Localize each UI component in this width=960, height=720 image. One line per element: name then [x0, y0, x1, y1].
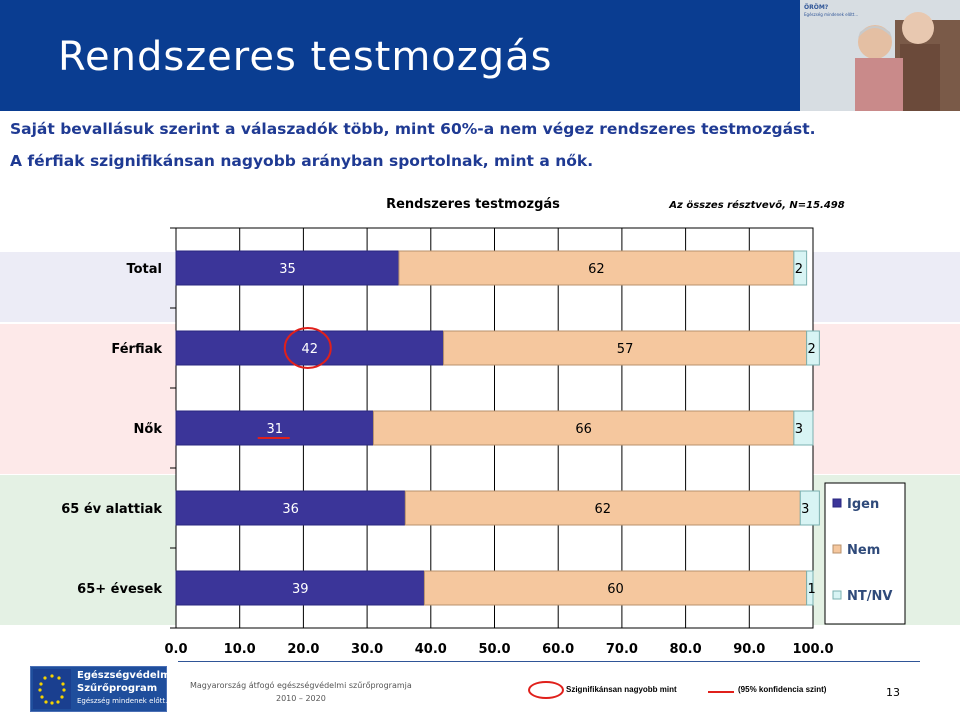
program-years: 2010 – 2020 [276, 694, 326, 703]
logo-line-2: Szűrőprogram [77, 683, 158, 694]
bar-nem [404, 490, 801, 526]
footer-divider [178, 661, 920, 662]
x-tick-label: 90.0 [733, 642, 765, 657]
significance-legend: Szignifikánsan nagyobb mint (95% konfide… [528, 681, 868, 701]
x-tick-label: 10.0 [224, 642, 256, 657]
bar-ntnv [806, 330, 820, 366]
bars [175, 250, 820, 606]
header-bar: Rendszeres testmozgás [0, 0, 800, 111]
category-label: Férfiak [111, 342, 162, 357]
header-photo: ÖRÖM? Egészség mindenek előtt... [800, 0, 960, 111]
data-label: 3 [795, 422, 803, 437]
x-tick-label: 80.0 [670, 642, 702, 657]
chart-title: Rendszeres testmozgás [386, 197, 560, 212]
legend-label: Nem [847, 543, 880, 558]
legend-label: Igen [847, 497, 879, 512]
x-tick-label: 20.0 [287, 642, 319, 657]
data-label: 60 [607, 582, 624, 597]
legend-swatch [832, 498, 842, 508]
subtitle-2: A férfiak szignifikánsan nagyobb arányba… [10, 152, 594, 170]
bar-ntnv [806, 570, 814, 606]
photo-caption: ÖRÖM? [804, 4, 829, 11]
red-circle-icon [528, 681, 564, 699]
data-label: 31 [266, 422, 283, 437]
x-tick-label: 50.0 [478, 642, 510, 657]
data-label: 62 [595, 502, 612, 517]
significance-text-2: (95% konfidencia szint) [738, 685, 827, 694]
bar-nem [398, 250, 795, 286]
data-label: 57 [617, 342, 634, 357]
data-label: 39 [292, 582, 309, 597]
category-label: 65 év alattiak [61, 502, 162, 517]
data-label: 36 [282, 502, 299, 517]
x-tick-label: 0.0 [164, 642, 187, 657]
data-label: 42 [301, 342, 318, 357]
eu-program-logo: Egészségvédelmi Szűrőprogram Egészség mi… [30, 666, 174, 712]
x-tick-label: 70.0 [606, 642, 638, 657]
elderly-couple-photo [800, 0, 960, 111]
bar-nem [423, 570, 808, 606]
bar-igen [175, 570, 425, 606]
bar-igen [175, 410, 374, 446]
x-tick-label: 30.0 [351, 642, 383, 657]
program-name: Magyarország átfogó egészségvédelmi szűr… [190, 681, 412, 690]
data-label: 62 [588, 262, 605, 277]
data-label: 66 [575, 422, 592, 437]
logo-line-1: Egészségvédelmi [77, 670, 174, 681]
bar-ntnv [793, 250, 808, 286]
data-label: 2 [807, 342, 815, 357]
bar-ntnv [799, 490, 820, 526]
bar-igen [175, 250, 400, 286]
data-label: 1 [807, 582, 815, 597]
logo-line-3: Egészség mindenek előtt... [77, 697, 172, 705]
x-tick-label: 60.0 [542, 642, 574, 657]
subtitle-1: Saját bevallásuk szerint a válaszadók tö… [10, 120, 816, 138]
data-label: 2 [795, 262, 803, 277]
legend-label: NT/NV [847, 589, 892, 604]
category-label: Total [126, 262, 162, 277]
eu-flag-icon [33, 669, 71, 709]
axes: 0.0 10.0 20.0 30.0 40.0 50.0 60.0 70.0 80.0 90.0 1… [61, 227, 834, 657]
data-labels: 35 62 2 42 57 2 31 66 3 36 62 3 39 60 1 [257, 262, 816, 597]
x-tick-label: 40.0 [415, 642, 447, 657]
data-label: 35 [279, 262, 296, 277]
legend-swatch [832, 544, 842, 554]
red-line-icon [708, 691, 734, 693]
bar-nem [372, 410, 795, 446]
photo-subcaption: Egészség mindenek előtt... [804, 12, 859, 17]
data-label: 3 [801, 502, 809, 517]
legend: Igen Nem NT/NV [824, 482, 906, 625]
significance-text-1: Szignifikánsan nagyobb mint [566, 685, 677, 694]
bar-ntnv [793, 410, 814, 446]
significance-circle [283, 327, 332, 369]
chart-note: Az összes résztvevő, N=15.498 [668, 199, 844, 211]
x-tick-label: 100.0 [792, 642, 833, 657]
category-label: 65+ évesek [77, 582, 162, 597]
legend-swatch [832, 590, 842, 600]
page-number: 13 [886, 686, 900, 699]
category-label: Nők [134, 422, 163, 437]
page-title: Rendszeres testmozgás [58, 34, 553, 80]
bar-nem [443, 330, 808, 366]
bar-igen [175, 330, 445, 366]
